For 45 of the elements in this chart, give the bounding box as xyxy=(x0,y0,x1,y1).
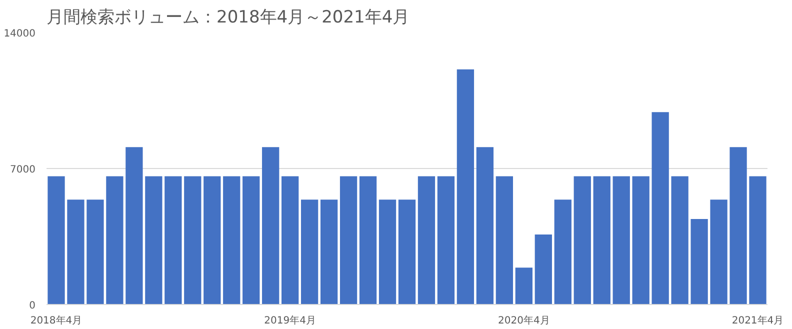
bar xyxy=(730,147,747,304)
y-tick-label: 0 xyxy=(29,300,36,312)
bar xyxy=(242,176,260,304)
bar xyxy=(282,176,299,304)
bar xyxy=(106,176,124,304)
bar xyxy=(612,176,630,304)
bar xyxy=(48,176,65,304)
bar xyxy=(690,219,708,304)
bar xyxy=(300,200,318,304)
x-tick-label: 2018年4月 xyxy=(30,314,82,326)
bar xyxy=(671,176,688,304)
bar xyxy=(145,176,162,304)
x-tick-label: 2020年4月 xyxy=(498,314,550,326)
bar xyxy=(126,147,143,304)
bar xyxy=(632,176,650,304)
bar xyxy=(749,176,766,304)
bar xyxy=(574,176,591,304)
x-tick-label: 2021年4月 xyxy=(732,314,784,326)
bar xyxy=(496,176,514,304)
bar xyxy=(320,200,338,304)
bar xyxy=(476,147,494,304)
bar xyxy=(418,176,436,304)
x-tick-label: 2019年4月 xyxy=(264,314,316,326)
bar xyxy=(398,200,416,304)
bar xyxy=(359,176,377,304)
bar xyxy=(593,176,610,304)
bar xyxy=(184,176,202,304)
y-tick-label: 7000 xyxy=(10,164,36,176)
bar xyxy=(204,176,221,304)
bar xyxy=(378,200,396,304)
chart-title: 月間検索ボリューム：2018年4月～2021年4月 xyxy=(46,8,410,28)
bar xyxy=(86,200,104,304)
bar xyxy=(340,176,358,304)
bar xyxy=(223,176,240,304)
bar xyxy=(164,176,182,304)
bar xyxy=(456,69,474,304)
bar xyxy=(534,234,552,304)
bar xyxy=(515,268,532,304)
bar xyxy=(437,176,455,304)
bar xyxy=(652,112,669,304)
bar xyxy=(554,200,572,304)
bar xyxy=(262,147,280,304)
bar xyxy=(710,200,728,304)
bar xyxy=(67,200,84,304)
y-tick-label: 14000 xyxy=(4,28,36,40)
